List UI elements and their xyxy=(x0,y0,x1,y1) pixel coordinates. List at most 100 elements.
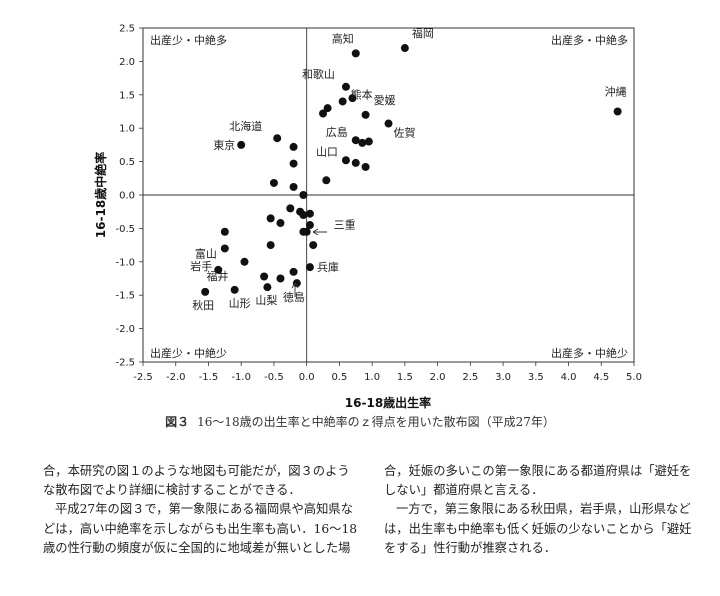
data-point xyxy=(305,263,314,272)
arrow-tokushima xyxy=(291,282,299,297)
y-tick-label: -2.0 xyxy=(115,324,135,335)
data-point xyxy=(263,283,272,292)
y-axis-label: 16-18歳中絶率 xyxy=(93,152,108,238)
data-point xyxy=(276,219,285,228)
point-label: 秋田 xyxy=(192,298,214,312)
data-point xyxy=(341,156,350,165)
figure-caption: 図３ 16～18歳の出生率と中絶率のｚ得点を用いた散布図（平成27年） xyxy=(0,413,720,430)
point-label: 佐賀 xyxy=(394,126,416,140)
data-point xyxy=(384,119,393,128)
y-tick-label: -1.0 xyxy=(115,257,135,268)
scatter-chart: -2.5 -2.0 -1.5 -1.0 -0.5 0.0 0.5 1.0 1.5 2.0 2.5 3.… xyxy=(93,24,642,411)
body-line: しない」都道府県と言える． xyxy=(384,483,544,498)
data-point xyxy=(309,241,318,250)
point-label: 福井 xyxy=(206,269,228,283)
body-line: 一方で，第三象限にある秋田県，岩手県，山形県など xyxy=(396,502,691,517)
y-tick-label: 2.5 xyxy=(119,24,135,35)
y-tick-label: -2.5 xyxy=(115,358,135,369)
body-line: をする」性行動が推察される． xyxy=(384,540,557,555)
y-tick-label: -1.5 xyxy=(115,291,135,302)
data-point xyxy=(286,204,295,213)
data-point xyxy=(361,162,370,171)
x-tick-label: 4.0 xyxy=(561,372,577,383)
data-point xyxy=(299,227,308,236)
x-tick-label: 1.0 xyxy=(364,372,380,383)
x-tick-label: 3.5 xyxy=(528,372,544,383)
x-tick-label: -0.5 xyxy=(264,372,284,383)
x-tick-label: 0.0 xyxy=(299,372,315,383)
y-tick-label: 2.0 xyxy=(119,57,135,68)
quadrant-label-bottom-right: 出産多・中絶少 xyxy=(551,346,628,360)
data-point xyxy=(348,94,357,103)
data-point xyxy=(358,138,367,147)
data-point xyxy=(237,140,246,149)
point-label: 徳島 xyxy=(283,290,305,304)
arrow-mie xyxy=(312,228,327,236)
data-point xyxy=(364,137,373,146)
point-label: 山梨 xyxy=(255,293,277,307)
body-line: 平成27年の図３で，第一象限にある福岡県や高知県な xyxy=(55,502,353,517)
point-label: 高知 xyxy=(332,31,354,45)
y-tick-label: 0.5 xyxy=(119,157,135,168)
data-point xyxy=(240,257,249,266)
data-point xyxy=(276,274,285,283)
point-label: 富山 xyxy=(195,246,217,260)
point-label: 山形 xyxy=(229,297,251,310)
y-tick-label: 1.5 xyxy=(119,90,135,101)
point-label: 広島 xyxy=(326,125,348,139)
scatter-figure: -2.5 -2.0 -1.5 -1.0 -0.5 0.0 0.5 1.0 1.5 2.0 2.5 3.… xyxy=(93,24,642,411)
data-point xyxy=(322,176,331,185)
point-label: 東京 xyxy=(213,138,235,152)
x-tick-label: -1.0 xyxy=(231,372,251,383)
x-tick-label: -2.5 xyxy=(133,372,153,383)
data-point xyxy=(273,134,282,143)
x-tick-label: 4.5 xyxy=(593,372,609,383)
body-line: どは，高い中絶率を示しながらも出生率も高い．16～18 xyxy=(43,521,358,536)
body-line: 歳の性行動の頻度が仮に全国的に地域差が無いとした場 xyxy=(43,540,351,555)
body-line: 合，妊娠の多いこの第一象限にある都道府県は「避妊を xyxy=(384,464,692,478)
point-label: 愛媛 xyxy=(374,93,396,107)
data-point xyxy=(289,182,298,191)
data-point xyxy=(289,142,298,151)
body-line: 合，本研究の図１のような地図も可能だが，図３のよう xyxy=(43,464,350,478)
point-label: 沖縄 xyxy=(605,85,627,99)
point-label: 山口 xyxy=(316,145,338,158)
body-line: な散布図でより詳細に検討することができる． xyxy=(43,483,301,498)
data-point xyxy=(266,241,275,250)
x-tick-label: 5.0 xyxy=(626,372,642,383)
body-line: は，出生率も中絶率も低く妊娠の少ないことから「避妊 xyxy=(384,521,692,536)
data-point xyxy=(230,285,239,294)
x-tick-label: 3.0 xyxy=(495,372,511,383)
y-tick-label: 1.0 xyxy=(119,124,135,135)
y-tick-label: -0.5 xyxy=(115,224,135,235)
data-point xyxy=(299,211,308,220)
data-point xyxy=(220,244,229,253)
point-label: 三重 xyxy=(334,218,356,232)
point-label: 福岡 xyxy=(412,26,434,40)
point-label: 兵庫 xyxy=(317,260,339,274)
data-point xyxy=(266,214,275,223)
data-point xyxy=(305,209,314,218)
data-point xyxy=(299,191,308,199)
data-point xyxy=(400,44,409,53)
x-tick-label: 0.5 xyxy=(331,372,347,383)
data-point xyxy=(260,272,269,281)
body-text-right: 合，妊娠の多いこの第一象限にある都道府県は「避妊を しない」都道府県と言える． … xyxy=(384,462,704,558)
data-point xyxy=(305,221,314,230)
data-point xyxy=(214,265,223,274)
quadrant-label-top-left: 出産少・中絶多 xyxy=(150,33,227,47)
point-label: 北海道 xyxy=(229,119,262,133)
data-point xyxy=(269,178,278,187)
caption-text: 16～18歳の出生率と中絶率のｚ得点を用いた散布図（平成27年） xyxy=(197,415,555,429)
y-tick-label: 0.0 xyxy=(119,191,135,202)
data-point xyxy=(338,97,347,106)
x-tick-label: -1.5 xyxy=(199,372,219,383)
x-tick-label: -2.0 xyxy=(166,372,186,383)
point-label: 熊本 xyxy=(351,87,373,101)
data-point xyxy=(319,109,328,118)
x-axis-label: 16-18歳出生率 xyxy=(345,395,431,410)
data-point xyxy=(289,267,298,276)
x-tick-label: 1.5 xyxy=(397,372,413,383)
x-tick-label: 2.0 xyxy=(430,372,446,383)
data-point xyxy=(323,104,332,113)
